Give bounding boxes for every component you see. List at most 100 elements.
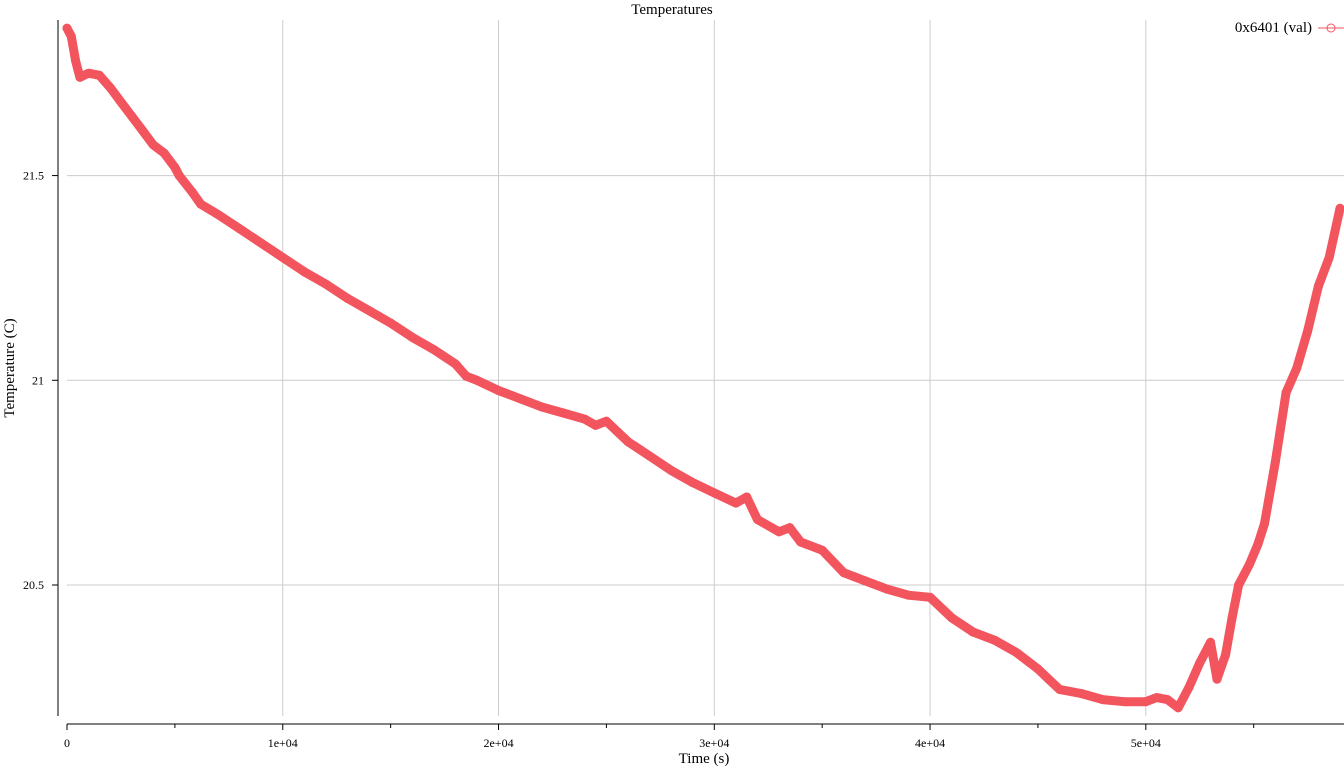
series-point — [116, 97, 126, 107]
series-point — [645, 451, 655, 461]
series-point — [1324, 252, 1334, 262]
series-point — [515, 394, 525, 404]
series-point — [580, 414, 590, 424]
series-point — [256, 238, 266, 248]
series-point — [1303, 326, 1313, 336]
series-point — [84, 68, 94, 78]
series-point — [1244, 560, 1254, 570]
series-point — [742, 492, 752, 502]
series-point — [235, 224, 245, 234]
series-point — [1119, 697, 1129, 707]
series-point — [299, 267, 309, 277]
series-point — [903, 590, 913, 600]
series-layer — [62, 23, 1344, 713]
series-point — [558, 408, 568, 418]
y-axis-label: Temperature (C) — [2, 318, 18, 417]
series-point — [990, 635, 1000, 645]
series-point — [461, 371, 471, 381]
series-point — [187, 187, 197, 197]
series-point — [429, 345, 439, 355]
series-point — [170, 162, 180, 172]
series-point — [62, 23, 72, 33]
series-point — [785, 523, 795, 533]
series-point — [1055, 684, 1065, 694]
series-point — [591, 420, 601, 430]
x-tick-label: 5e+04 — [1131, 736, 1161, 750]
series-point — [601, 416, 611, 426]
series-point — [860, 576, 870, 586]
series-point — [1313, 281, 1323, 291]
series-point — [537, 402, 547, 412]
x-axis-label: Time (s) — [679, 751, 730, 767]
series-point — [817, 545, 827, 555]
series-point — [1270, 457, 1280, 467]
series-point — [623, 437, 633, 447]
series-point — [774, 527, 784, 537]
series-point — [1011, 648, 1021, 658]
series-point — [196, 199, 206, 209]
series-line — [62, 23, 1344, 713]
series-point — [494, 386, 504, 396]
series-point — [925, 592, 935, 602]
series-point — [364, 306, 374, 316]
series-point — [71, 56, 81, 66]
series-point — [1173, 703, 1183, 713]
series-point — [1212, 674, 1222, 684]
series-point — [1044, 674, 1054, 684]
series-point — [1259, 519, 1269, 529]
series-point — [612, 426, 622, 436]
series-point — [127, 111, 137, 121]
series-point — [94, 70, 104, 80]
series-point — [1335, 203, 1344, 213]
series-point — [75, 72, 85, 82]
series-point — [450, 359, 460, 369]
series-point — [1206, 637, 1216, 647]
grid-lines — [67, 20, 1344, 716]
series-point — [1234, 580, 1244, 590]
series-point — [968, 627, 978, 637]
series-point — [796, 537, 806, 547]
x-tick-label: 2e+04 — [483, 736, 513, 750]
series-point — [1152, 693, 1162, 703]
y-tick-label: 21.5 — [23, 169, 44, 183]
series-point — [1184, 682, 1194, 692]
legend-marker-swatch — [1326, 23, 1336, 33]
series-point — [148, 140, 158, 150]
series-point — [213, 209, 223, 219]
series-point — [138, 126, 148, 136]
series-point — [407, 332, 417, 342]
axes: 0 1e+04 2e+04 3e+04 4e+04 5e+04 20.5 21 21.5 — [23, 20, 1344, 750]
series-point — [752, 514, 762, 524]
series-point — [1281, 388, 1291, 398]
series-point — [1221, 650, 1231, 660]
series-point — [105, 83, 115, 93]
series-point — [472, 375, 482, 385]
series-point — [839, 568, 849, 578]
series-point — [666, 465, 676, 475]
x-tick-label: 4e+04 — [915, 736, 945, 750]
series-point — [1033, 664, 1043, 674]
legend: 0x6401 (val) — [1235, 20, 1344, 36]
series-point — [882, 584, 892, 594]
series-point — [1098, 695, 1108, 705]
chart-title: Temperatures — [631, 2, 713, 18]
y-tick-label: 21 — [32, 373, 44, 387]
x-tick-label: 3e+04 — [699, 736, 729, 750]
series-point — [66, 31, 76, 41]
x-tick-label: 0 — [64, 736, 70, 750]
series-point — [1162, 695, 1172, 705]
series-point — [850, 572, 860, 582]
series-point — [731, 498, 741, 508]
series-point — [1141, 697, 1151, 707]
series-point — [1227, 613, 1237, 623]
legend-label: 0x6401 (val) — [1235, 20, 1312, 36]
x-tick-label: 1e+04 — [268, 736, 298, 750]
series-point — [709, 488, 719, 498]
series-point — [1253, 539, 1263, 549]
series-point — [1292, 363, 1302, 373]
series-point — [159, 148, 169, 158]
series-point — [386, 318, 396, 328]
series-point — [1076, 688, 1086, 698]
